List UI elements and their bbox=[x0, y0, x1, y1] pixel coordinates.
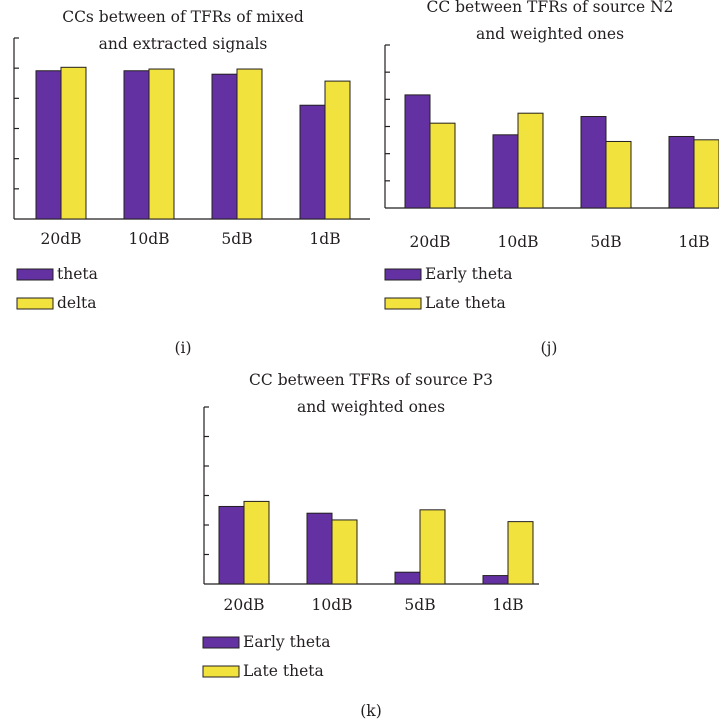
legend-label: Late theta bbox=[425, 294, 506, 312]
legend-label: Early theta bbox=[243, 633, 330, 651]
legend-label: Early theta bbox=[425, 265, 512, 283]
bar-series1 bbox=[218, 505, 245, 585]
bar-series1 bbox=[394, 571, 421, 585]
chart-title-line: and weighted ones bbox=[476, 25, 624, 43]
legend-swatch bbox=[384, 297, 422, 310]
x-tick-label: 20dB bbox=[409, 233, 450, 251]
bar-series2 bbox=[517, 112, 544, 209]
legend-label: delta bbox=[57, 294, 97, 312]
legend-swatch bbox=[202, 636, 240, 649]
panel-label: (i) bbox=[174, 339, 191, 357]
bar-series2 bbox=[60, 66, 87, 220]
bar-series2 bbox=[693, 139, 719, 209]
bar-series1 bbox=[404, 94, 431, 209]
x-tick-label: 1dB bbox=[678, 233, 709, 251]
x-tick-label: 10dB bbox=[128, 230, 169, 248]
legend-swatch bbox=[202, 665, 240, 678]
bar-series1 bbox=[35, 70, 62, 220]
x-tick-label: 1dB bbox=[309, 230, 340, 248]
chart-panel-3: CC between TFRs of source P3 and weighted… bbox=[202, 371, 539, 720]
chart-title-line: CCs between of TFRs of mixed bbox=[62, 8, 304, 26]
chart-title-line: and weighted ones bbox=[297, 398, 445, 416]
legend-swatch bbox=[16, 297, 54, 310]
x-tick-label: 20dB bbox=[40, 230, 81, 248]
chart-panel-2: CC between TFRs of source N2 and weighted… bbox=[384, 0, 719, 357]
bar-series2 bbox=[331, 519, 358, 585]
x-tick-label: 20dB bbox=[223, 596, 264, 614]
panel-label: (k) bbox=[360, 702, 382, 720]
bar-series1 bbox=[211, 73, 238, 220]
chart-title-line: CC between TFRs of source P3 bbox=[249, 371, 493, 389]
bar-series2 bbox=[243, 500, 270, 585]
x-tick-label: 10dB bbox=[311, 596, 352, 614]
bar-series1 bbox=[492, 134, 519, 209]
bar-series1 bbox=[580, 116, 607, 209]
x-tick-label: 10dB bbox=[497, 233, 538, 251]
bar-series2 bbox=[605, 140, 632, 209]
bar-series2 bbox=[419, 509, 446, 585]
bar-series1 bbox=[299, 104, 326, 220]
x-tick-label: 1dB bbox=[492, 596, 523, 614]
chart-panel-1: CCs between of TFRs of mixed and extracte… bbox=[13, 8, 370, 357]
chart-title-line: and extracted signals bbox=[99, 35, 268, 53]
x-tick-label: 5dB bbox=[404, 596, 435, 614]
bar-series2 bbox=[507, 521, 534, 585]
bar-series2 bbox=[429, 122, 456, 209]
bar-series2 bbox=[324, 80, 351, 220]
bar-series1 bbox=[482, 575, 509, 585]
x-tick-label: 5dB bbox=[221, 230, 252, 248]
bar-series2 bbox=[148, 68, 175, 220]
bar-series1 bbox=[306, 512, 333, 585]
panel-label: (j) bbox=[541, 339, 558, 357]
bar-series1 bbox=[123, 70, 150, 220]
bar-series1 bbox=[668, 135, 695, 209]
legend-label: Late theta bbox=[243, 662, 324, 680]
legend-label: theta bbox=[57, 265, 98, 283]
legend-swatch bbox=[384, 268, 422, 281]
x-tick-label: 5dB bbox=[590, 233, 621, 251]
chart-title-line: CC between TFRs of source N2 bbox=[426, 0, 673, 16]
legend-swatch bbox=[16, 268, 54, 281]
bar-series2 bbox=[236, 68, 263, 220]
